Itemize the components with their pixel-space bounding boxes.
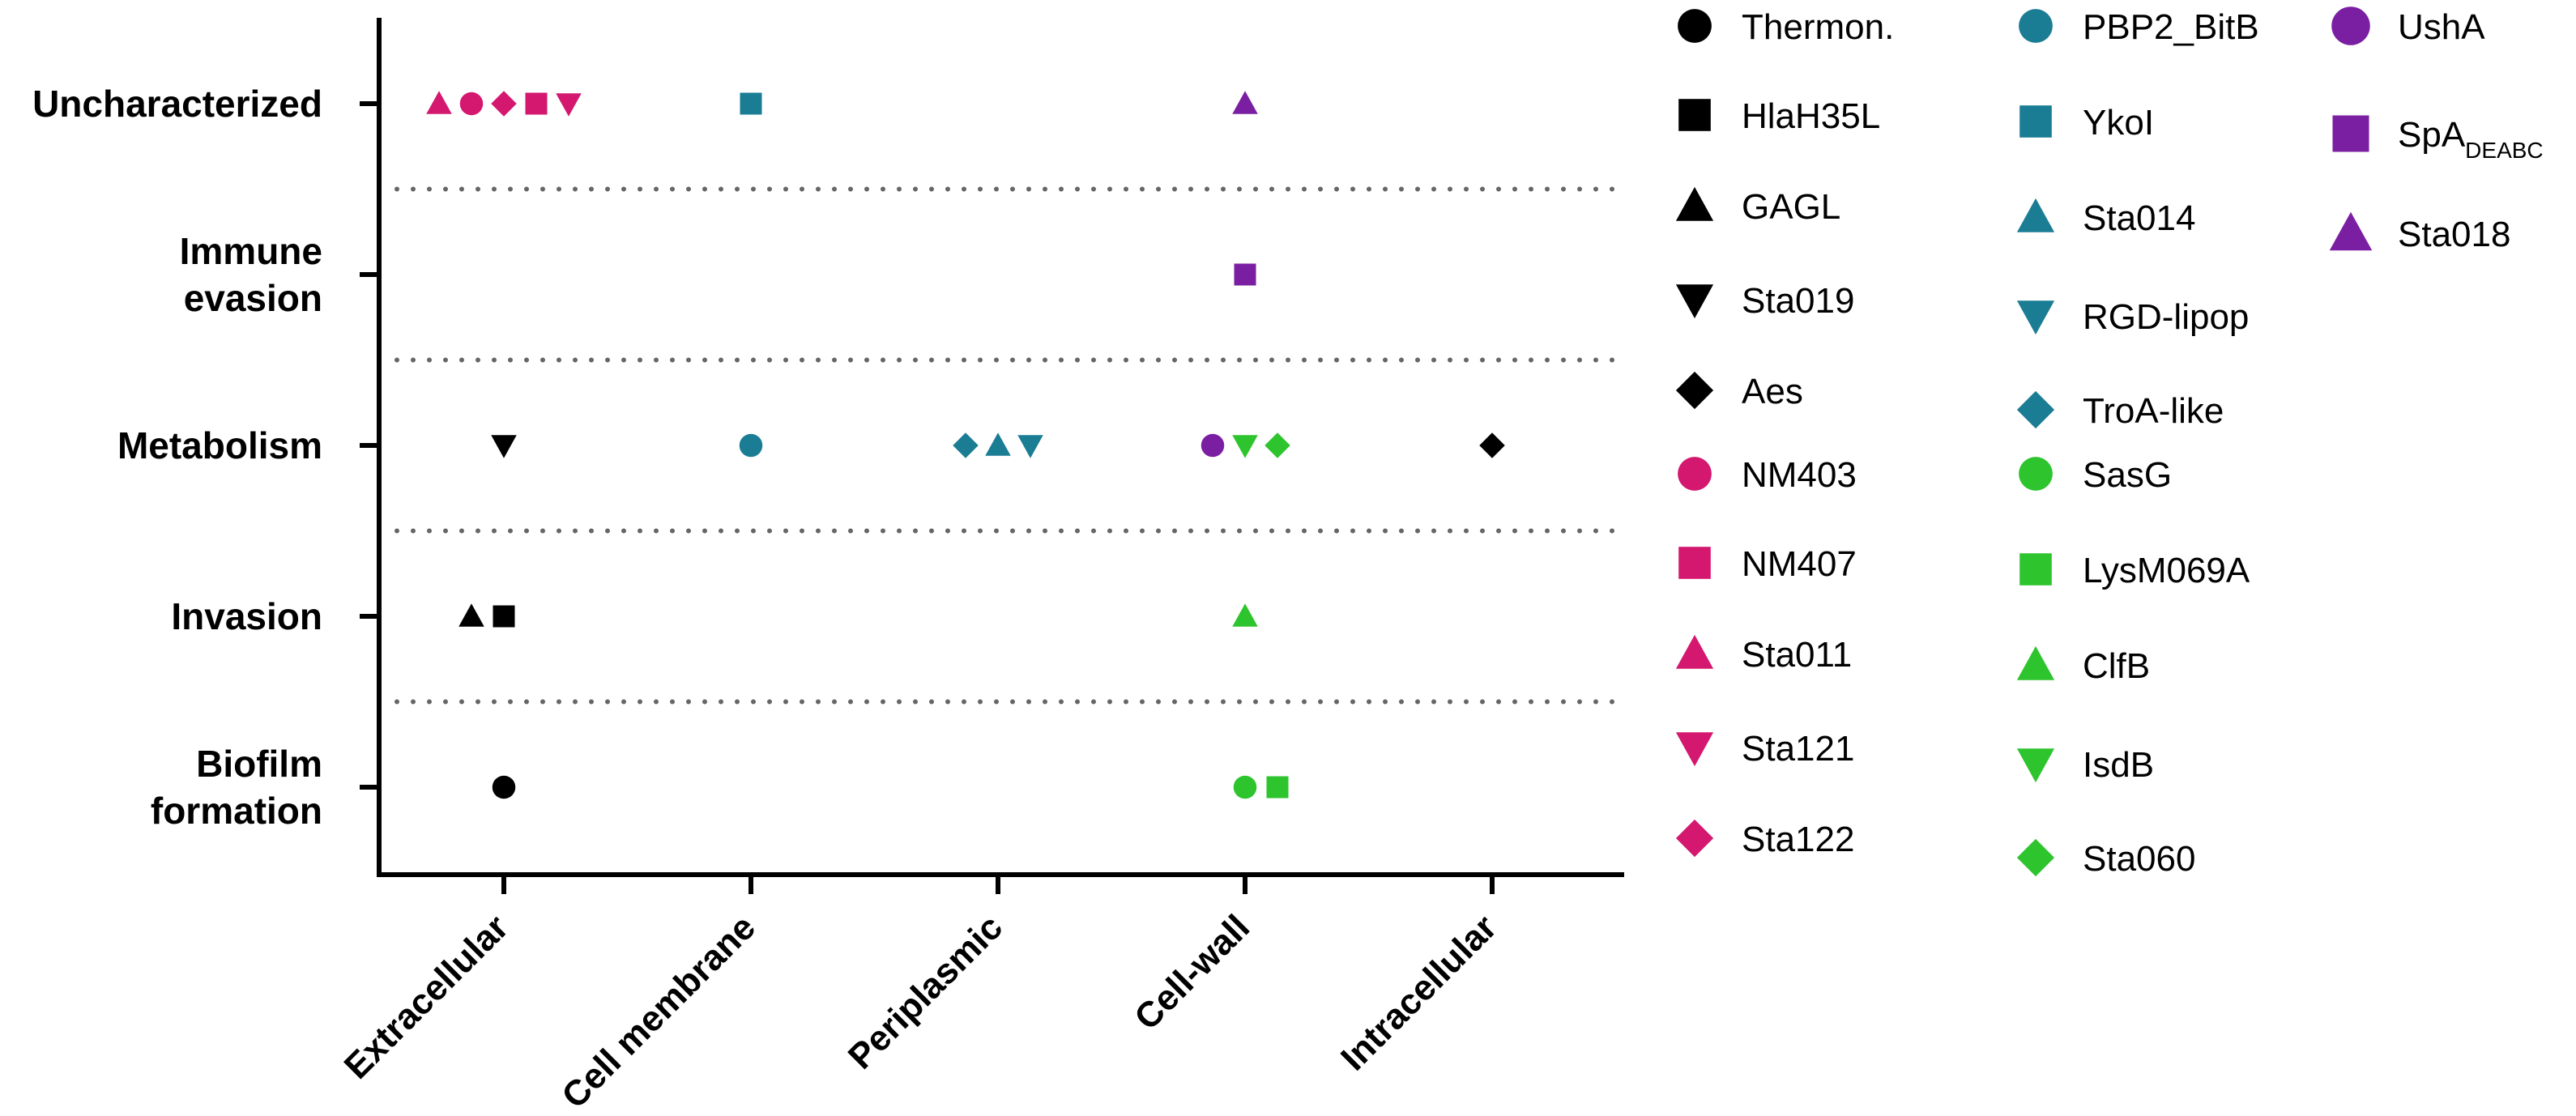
legend-marker-sta060 xyxy=(2016,838,2055,877)
point-thermon xyxy=(492,775,516,799)
legend-marker-aes xyxy=(1675,371,1714,410)
point-aes xyxy=(1479,432,1505,458)
legend-label-ykoi: YkoI xyxy=(2083,103,2154,143)
x-tick-label-cell-wall: Cell-wall xyxy=(1127,907,1257,1037)
point-nm407 xyxy=(525,92,548,115)
legend-label-gagl: GAGL xyxy=(1742,187,1840,227)
point-nm403 xyxy=(459,92,484,116)
x-tick-label-cell-membrane: Cell membrane xyxy=(554,907,763,1116)
point-usha xyxy=(1201,433,1225,458)
axes xyxy=(360,18,1624,894)
legend-marker-lysm069a xyxy=(2019,553,2052,586)
legend-marker-sta121 xyxy=(1675,732,1714,767)
legend-marker-sta014 xyxy=(2016,198,2055,232)
legend-marker-sta019 xyxy=(1675,284,1714,319)
y-tick-label-unchar: Uncharacterized xyxy=(32,83,322,125)
legend-marker-rgd-lipop xyxy=(2016,300,2055,335)
point-sasg xyxy=(1233,775,1257,799)
legend-label-aes: Aes xyxy=(1742,372,1803,411)
point-pbp2-bitb xyxy=(739,433,763,458)
legend-marker-nm407 xyxy=(1678,547,1711,579)
grid-lines xyxy=(395,186,1627,705)
x-tick-label-extracellular: Extracellular xyxy=(337,907,516,1086)
point-sta060 xyxy=(1265,432,1290,458)
legend-marker-nm403 xyxy=(1678,457,1712,491)
legend-marker-hlah35l xyxy=(1678,99,1711,131)
x-axis-labels: Extracellular Cell membrane Periplasmic Cel… xyxy=(337,907,1504,1116)
legend-marker-sta011 xyxy=(1675,634,1714,669)
point-gagl xyxy=(458,603,484,627)
y-tick-label-biofilm: Biofilm formation xyxy=(151,743,322,832)
legend-marker-sta018 xyxy=(2329,211,2373,251)
legend-label-sta060: Sta060 xyxy=(2083,839,2195,879)
legend-label-sta121: Sta121 xyxy=(1742,729,1854,769)
legend-label-hlah35l: HlaH35L xyxy=(1742,96,1880,136)
legend-marker-thermon xyxy=(1678,9,1712,43)
point-troa-like xyxy=(953,432,979,458)
legend-label-sta122: Sta122 xyxy=(1742,820,1854,859)
legend-label-rgd-lipop: RGD-lipop xyxy=(2083,297,2249,337)
legend-marker-gagl xyxy=(1675,186,1714,221)
legend-label-sasg: SasG xyxy=(2083,455,2172,495)
legend-label-sta011: Sta011 xyxy=(1742,635,1852,675)
legend: Thermon. HlaH35L GAGL Sta019 Aes NM403 NM407 St… xyxy=(1675,6,2544,879)
legend-label-troa-like: TroA-like xyxy=(2083,391,2224,431)
data-points xyxy=(426,91,1505,799)
legend-marker-usha xyxy=(2331,6,2370,45)
y-tick-label-invasion: Invasion xyxy=(171,595,322,637)
legend-label-clfb: ClfB xyxy=(2083,646,2150,686)
legend-marker-isdb xyxy=(2016,748,2055,783)
legend-label-spa-deabc: SpADEABC xyxy=(2398,115,2544,163)
point-sta019 xyxy=(491,435,517,458)
point-sta011 xyxy=(426,91,452,114)
legend-marker-pbp2-bitb xyxy=(2019,9,2053,43)
y-axis-labels: Biofilm formation Invasion Metabolism Immune… xyxy=(32,83,322,832)
legend-label-nm403: NM403 xyxy=(1742,455,1857,495)
legend-label-sta019: Sta019 xyxy=(1742,281,1854,321)
legend-marker-ykoi xyxy=(2019,105,2052,138)
legend-marker-clfb xyxy=(2016,645,2055,680)
legend-label-sta014: Sta014 xyxy=(2083,198,2195,238)
point-ykoi xyxy=(740,92,762,115)
legend-marker-sasg xyxy=(2019,457,2053,491)
legend-label-nm407: NM407 xyxy=(1742,544,1857,584)
legend-marker-sta122 xyxy=(1675,819,1714,858)
y-tick-label-immune: Immune evasion xyxy=(180,230,322,319)
point-lysm069a xyxy=(1266,776,1289,799)
legend-label-usha: UshA xyxy=(2398,7,2485,47)
legend-label-isdb: IsdB xyxy=(2083,745,2154,785)
point-sta122 xyxy=(491,91,517,117)
legend-marker-troa-like xyxy=(2016,390,2055,429)
point-spa-deabc xyxy=(1234,263,1256,286)
point-sta014 xyxy=(985,432,1011,456)
point-isdb xyxy=(1232,435,1258,458)
x-tick-label-periplasmic: Periplasmic xyxy=(841,907,1010,1076)
point-sta121 xyxy=(556,93,582,117)
y-tick-label-metabolism: Metabolism xyxy=(117,424,322,466)
legend-label-sta018: Sta018 xyxy=(2398,215,2510,254)
legend-label-thermon: Thermon. xyxy=(1742,7,1894,47)
legend-label-pbp2-bitb: PBP2_BitB xyxy=(2083,7,2259,47)
point-clfb xyxy=(1232,603,1258,627)
point-sta018 xyxy=(1232,91,1258,114)
x-tick-label-intracellular: Intracellular xyxy=(1333,907,1504,1078)
legend-label-lysm069a: LysM069A xyxy=(2083,551,2250,590)
point-rgd-lipop xyxy=(1017,435,1043,458)
legend-marker-spa-deabc xyxy=(2332,115,2369,152)
point-hlah35l xyxy=(493,605,515,628)
